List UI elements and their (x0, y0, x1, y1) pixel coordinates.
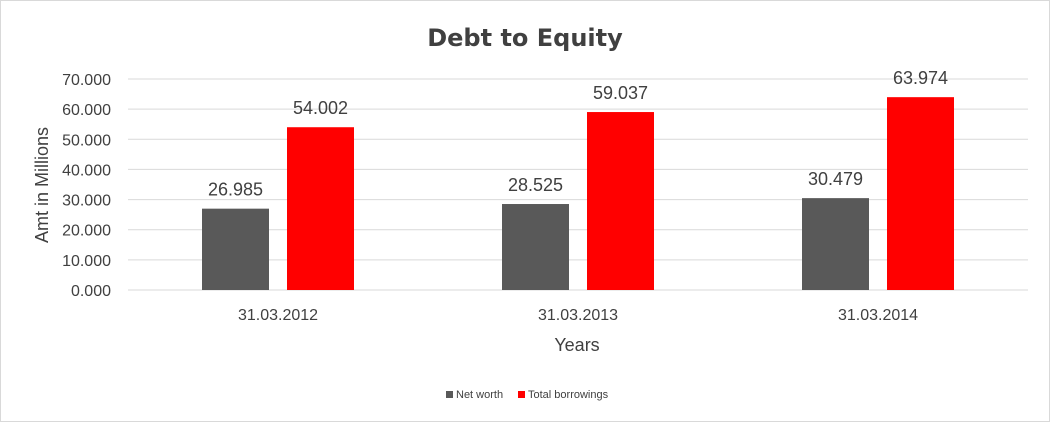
data-labels: 26.985 54.002 28.525 59.037 30.479 63.974 (208, 68, 948, 199)
data-label: 59.037 (593, 83, 648, 103)
legend: Net worth Total borrowings (446, 389, 609, 401)
data-label: 28.525 (508, 175, 563, 195)
y-axis-ticks: 0.000 10.000 20.000 30.000 40.000 50.000 60.00… (62, 72, 111, 300)
y-axis-title: Amt in Millions (32, 127, 52, 243)
y-tick-label: 40.000 (62, 162, 111, 179)
y-tick-label: 70.000 (62, 72, 111, 89)
y-tick-label: 50.000 (62, 132, 111, 149)
data-label: 26.985 (208, 180, 263, 200)
data-label: 63.974 (893, 68, 948, 88)
bar-total-borrowings (887, 97, 954, 290)
bar-net-worth (802, 198, 869, 290)
bar-net-worth (502, 204, 569, 290)
x-tick-label: 31.03.2013 (538, 307, 618, 324)
y-tick-label: 10.000 (62, 253, 111, 270)
bar-total-borrowings (287, 127, 354, 291)
x-axis-ticks: 31.03.2012 31.03.2013 31.03.2014 (238, 307, 918, 324)
data-label: 30.479 (808, 169, 863, 189)
y-tick-label: 20.000 (62, 223, 111, 240)
legend-swatch-net-worth (446, 391, 453, 398)
chart-title: Debt to Equity (427, 24, 623, 52)
legend-label: Total borrowings (528, 389, 609, 401)
y-tick-label: 60.000 (62, 102, 111, 119)
y-tick-label: 30.000 (62, 193, 111, 210)
bars (202, 97, 954, 291)
x-tick-label: 31.03.2014 (838, 307, 918, 324)
x-axis-title: Years (554, 335, 599, 355)
bar-total-borrowings (587, 112, 654, 290)
legend-label: Net worth (456, 389, 503, 401)
y-tick-label: 0.000 (71, 283, 111, 300)
legend-swatch-total-borrowings (518, 391, 525, 398)
data-label: 54.002 (293, 98, 348, 118)
bar-net-worth (202, 208, 269, 290)
x-tick-label: 31.03.2012 (238, 307, 318, 324)
gridlines (128, 78, 1028, 291)
